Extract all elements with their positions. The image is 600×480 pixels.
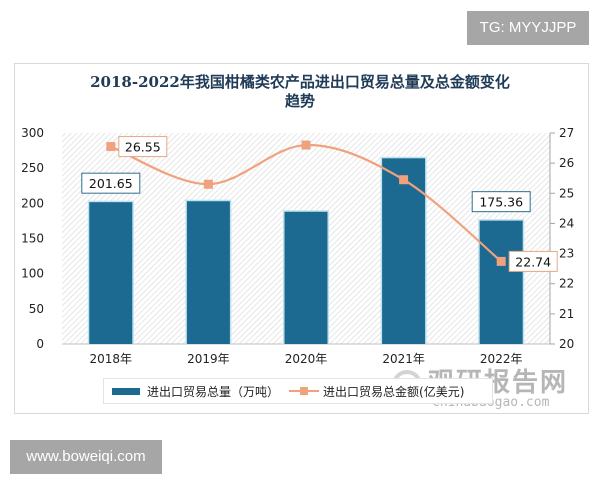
site-badge: www.boweiqi.com <box>10 440 162 474</box>
bar[interactable] <box>382 158 426 344</box>
bar-swatch-icon <box>112 387 140 395</box>
data-label: 26.55 <box>125 140 161 155</box>
right-axis-tick: 27 <box>559 126 574 140</box>
data-label: 22.74 <box>515 254 551 269</box>
left-axis-tick: 0 <box>36 337 44 351</box>
left-axis-tick: 200 <box>21 196 44 210</box>
right-axis-tick: 24 <box>559 216 574 230</box>
chart-legend: 进出口贸易总量（万吨） 进出口贸易总金额(亿美元) <box>103 378 493 404</box>
left-axis-tick: 50 <box>29 302 44 316</box>
data-label: 175.36 <box>479 195 523 210</box>
chart-title: 2018-2022年我国柑橘类农产品进出口贸易总量及总金额变化 趋势 <box>0 73 600 111</box>
bar-series <box>87 156 525 344</box>
tg-badge: TG: MYYJJPP <box>467 11 589 45</box>
left-axis-tick: 250 <box>21 161 44 175</box>
right-y-axis: 20 21 22 23 24 25 26 27 <box>549 126 574 351</box>
legend-bar-label: 进出口贸易总量（万吨） <box>147 384 280 399</box>
x-axis-category: 2019年 <box>187 352 230 366</box>
legend-line-label: 进出口贸易总金额(亿美元) <box>323 384 465 399</box>
line-marker[interactable] <box>496 256 506 266</box>
bar[interactable] <box>186 201 230 344</box>
line-marker[interactable] <box>203 179 213 189</box>
right-axis-tick: 23 <box>559 247 574 261</box>
left-axis-tick: 100 <box>21 267 44 281</box>
line-marker-swatch-icon <box>289 386 320 396</box>
line-series <box>106 140 506 266</box>
right-axis-tick: 26 <box>559 156 574 170</box>
left-axis-tick: 150 <box>21 232 44 246</box>
chart-title-line1: 2018-2022年我国柑橘类农产品进出口贸易总量及总金额变化 <box>90 73 510 91</box>
x-axis-category: 2021年 <box>382 352 425 366</box>
line-marker[interactable] <box>301 140 311 150</box>
right-axis-tick: 22 <box>559 277 574 291</box>
bar[interactable] <box>479 220 523 344</box>
data-labels: 201.65 175.36 26.55 22.74 <box>81 136 558 272</box>
line-marker[interactable] <box>106 142 116 152</box>
x-axis-category: 2022年 <box>480 352 523 366</box>
line-marker[interactable] <box>399 175 409 185</box>
left-y-axis: 0 50 100 150 200 250 300 <box>21 126 550 351</box>
x-axis-category: 2018年 <box>90 352 133 366</box>
right-axis-tick: 25 <box>559 186 574 200</box>
data-label: 201.65 <box>89 176 133 191</box>
bar[interactable] <box>284 211 328 344</box>
legend-item-bar[interactable]: 进出口贸易总量（万吨） <box>112 383 279 400</box>
chart-title-line2: 趋势 <box>284 92 315 110</box>
right-axis-tick: 21 <box>559 307 574 321</box>
bar[interactable] <box>89 202 133 344</box>
left-axis-tick: 300 <box>21 126 44 140</box>
x-axis-category: 2020年 <box>285 352 328 366</box>
right-axis-tick: 20 <box>559 337 574 351</box>
x-axis-categories: 2018年 2019年 2020年 2021年 2022年 <box>90 352 523 366</box>
legend-item-line[interactable]: 进出口贸易总金额(亿美元) <box>289 383 464 400</box>
